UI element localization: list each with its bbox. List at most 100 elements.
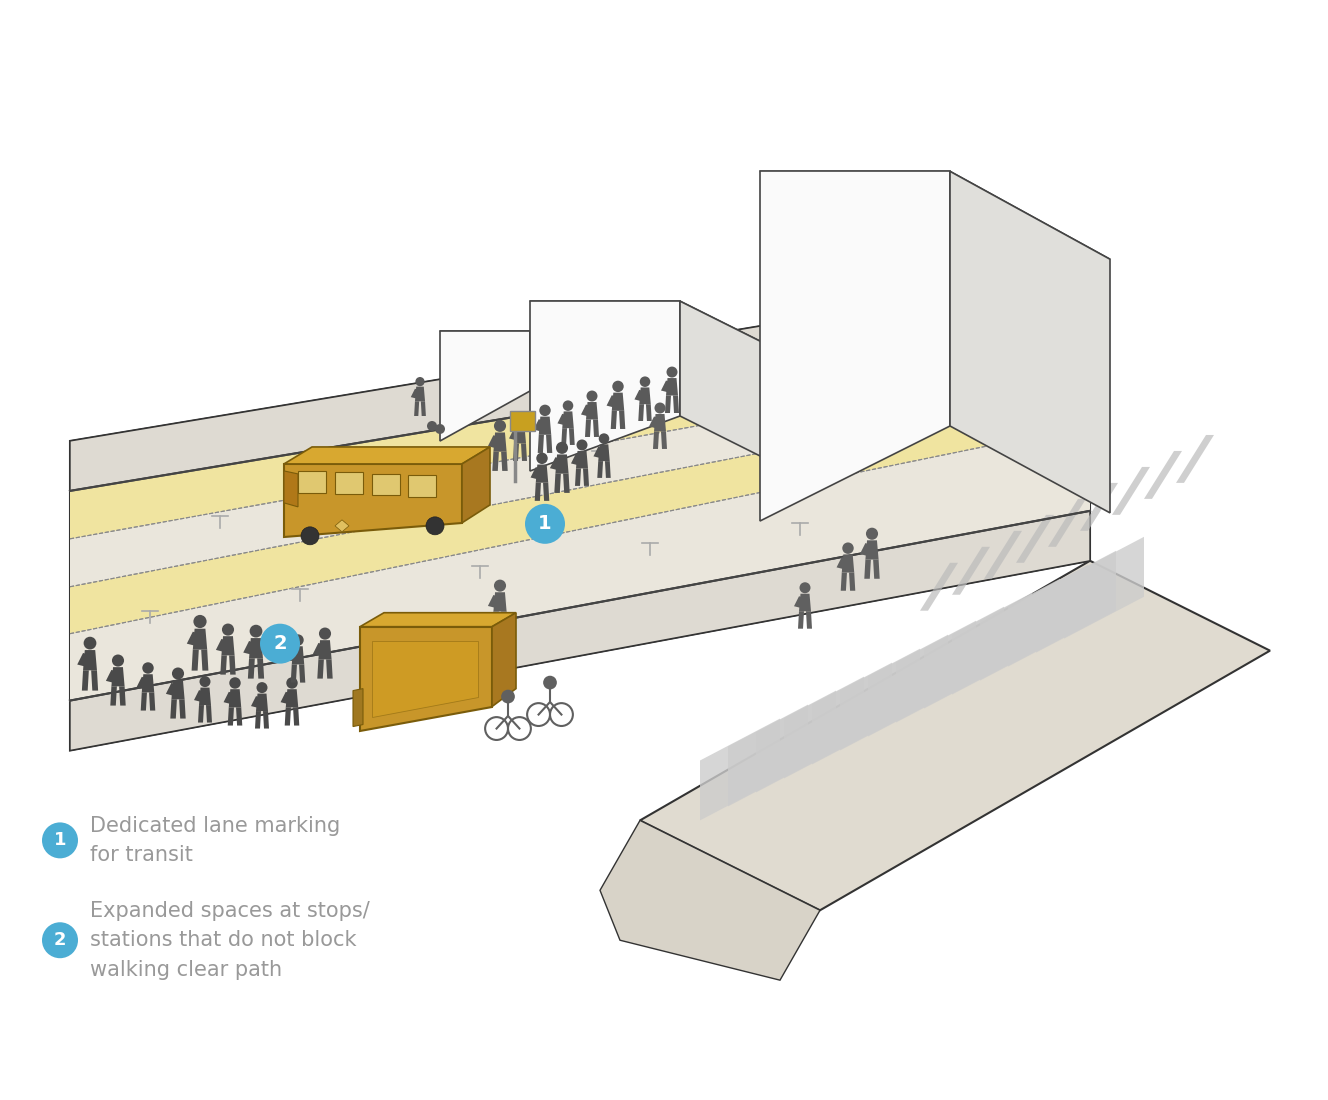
Circle shape (514, 415, 526, 426)
Polygon shape (700, 718, 780, 821)
Polygon shape (227, 707, 234, 726)
Circle shape (640, 376, 651, 387)
Text: 2: 2 (274, 635, 287, 653)
Polygon shape (284, 447, 490, 464)
Polygon shape (728, 705, 807, 806)
Polygon shape (317, 659, 324, 679)
Polygon shape (166, 683, 177, 695)
Polygon shape (77, 653, 89, 667)
Polygon shape (284, 707, 291, 726)
Circle shape (866, 528, 878, 540)
Polygon shape (924, 607, 1004, 708)
Polygon shape (639, 387, 651, 404)
Polygon shape (534, 419, 544, 431)
Polygon shape (120, 686, 126, 705)
Polygon shape (842, 554, 854, 573)
Circle shape (199, 676, 211, 688)
Circle shape (42, 922, 78, 958)
Polygon shape (865, 560, 871, 579)
Polygon shape (635, 389, 644, 400)
Polygon shape (258, 658, 264, 679)
Polygon shape (1008, 564, 1088, 667)
Polygon shape (251, 696, 262, 707)
Polygon shape (230, 656, 235, 674)
Polygon shape (414, 402, 420, 416)
Polygon shape (530, 301, 790, 356)
Polygon shape (582, 405, 591, 416)
Polygon shape (514, 426, 526, 443)
Circle shape (426, 517, 444, 535)
Polygon shape (353, 689, 363, 726)
Text: Expanded spaces at stops/
stations that do not block
walking clear path: Expanded spaces at stops/ stations that … (90, 901, 369, 980)
Polygon shape (372, 640, 478, 716)
Polygon shape (293, 707, 299, 726)
Polygon shape (142, 674, 154, 692)
Polygon shape (849, 573, 855, 591)
Polygon shape (372, 473, 400, 495)
Polygon shape (493, 452, 499, 471)
Polygon shape (410, 388, 420, 398)
Polygon shape (440, 331, 530, 441)
Polygon shape (263, 711, 270, 728)
Polygon shape (137, 676, 147, 689)
Polygon shape (291, 664, 297, 683)
Polygon shape (649, 417, 659, 428)
Polygon shape (287, 649, 297, 661)
Polygon shape (606, 461, 611, 477)
Polygon shape (222, 636, 235, 656)
Circle shape (256, 682, 267, 693)
Polygon shape (284, 471, 297, 507)
Polygon shape (546, 434, 552, 453)
Polygon shape (952, 593, 1032, 694)
Polygon shape (70, 389, 1090, 634)
Polygon shape (421, 402, 426, 416)
Polygon shape (106, 670, 117, 682)
Polygon shape (408, 475, 436, 497)
Polygon shape (841, 573, 847, 591)
Polygon shape (896, 620, 976, 723)
Polygon shape (236, 707, 242, 726)
Circle shape (84, 637, 97, 649)
Polygon shape (866, 540, 879, 560)
Circle shape (501, 690, 515, 703)
Circle shape (250, 625, 263, 638)
Circle shape (42, 823, 78, 858)
Circle shape (576, 440, 587, 450)
Polygon shape (256, 694, 268, 711)
Polygon shape (607, 395, 618, 407)
Polygon shape (193, 629, 207, 650)
Polygon shape (950, 172, 1110, 513)
Circle shape (319, 627, 331, 639)
Polygon shape (198, 705, 205, 723)
Polygon shape (414, 386, 425, 402)
Polygon shape (493, 612, 499, 630)
Polygon shape (487, 595, 499, 607)
Circle shape (525, 504, 564, 543)
Polygon shape (665, 396, 671, 412)
Polygon shape (243, 641, 255, 654)
Polygon shape (70, 321, 1090, 701)
Polygon shape (313, 642, 324, 656)
Polygon shape (223, 692, 234, 704)
Circle shape (655, 403, 665, 414)
Polygon shape (639, 404, 644, 421)
Polygon shape (586, 402, 598, 419)
Circle shape (587, 390, 598, 402)
Polygon shape (360, 627, 491, 730)
Text: 1: 1 (53, 832, 66, 849)
Polygon shape (598, 444, 610, 461)
Circle shape (494, 580, 506, 592)
Polygon shape (299, 664, 305, 683)
Polygon shape (653, 414, 667, 431)
Polygon shape (562, 411, 574, 428)
Circle shape (112, 654, 124, 667)
Circle shape (194, 615, 207, 628)
Circle shape (301, 527, 319, 544)
Polygon shape (70, 272, 1090, 491)
Polygon shape (984, 531, 1023, 579)
Polygon shape (280, 692, 291, 704)
Polygon shape (594, 419, 599, 437)
Polygon shape (661, 431, 667, 449)
Polygon shape (653, 431, 659, 449)
Text: 2: 2 (53, 932, 66, 949)
